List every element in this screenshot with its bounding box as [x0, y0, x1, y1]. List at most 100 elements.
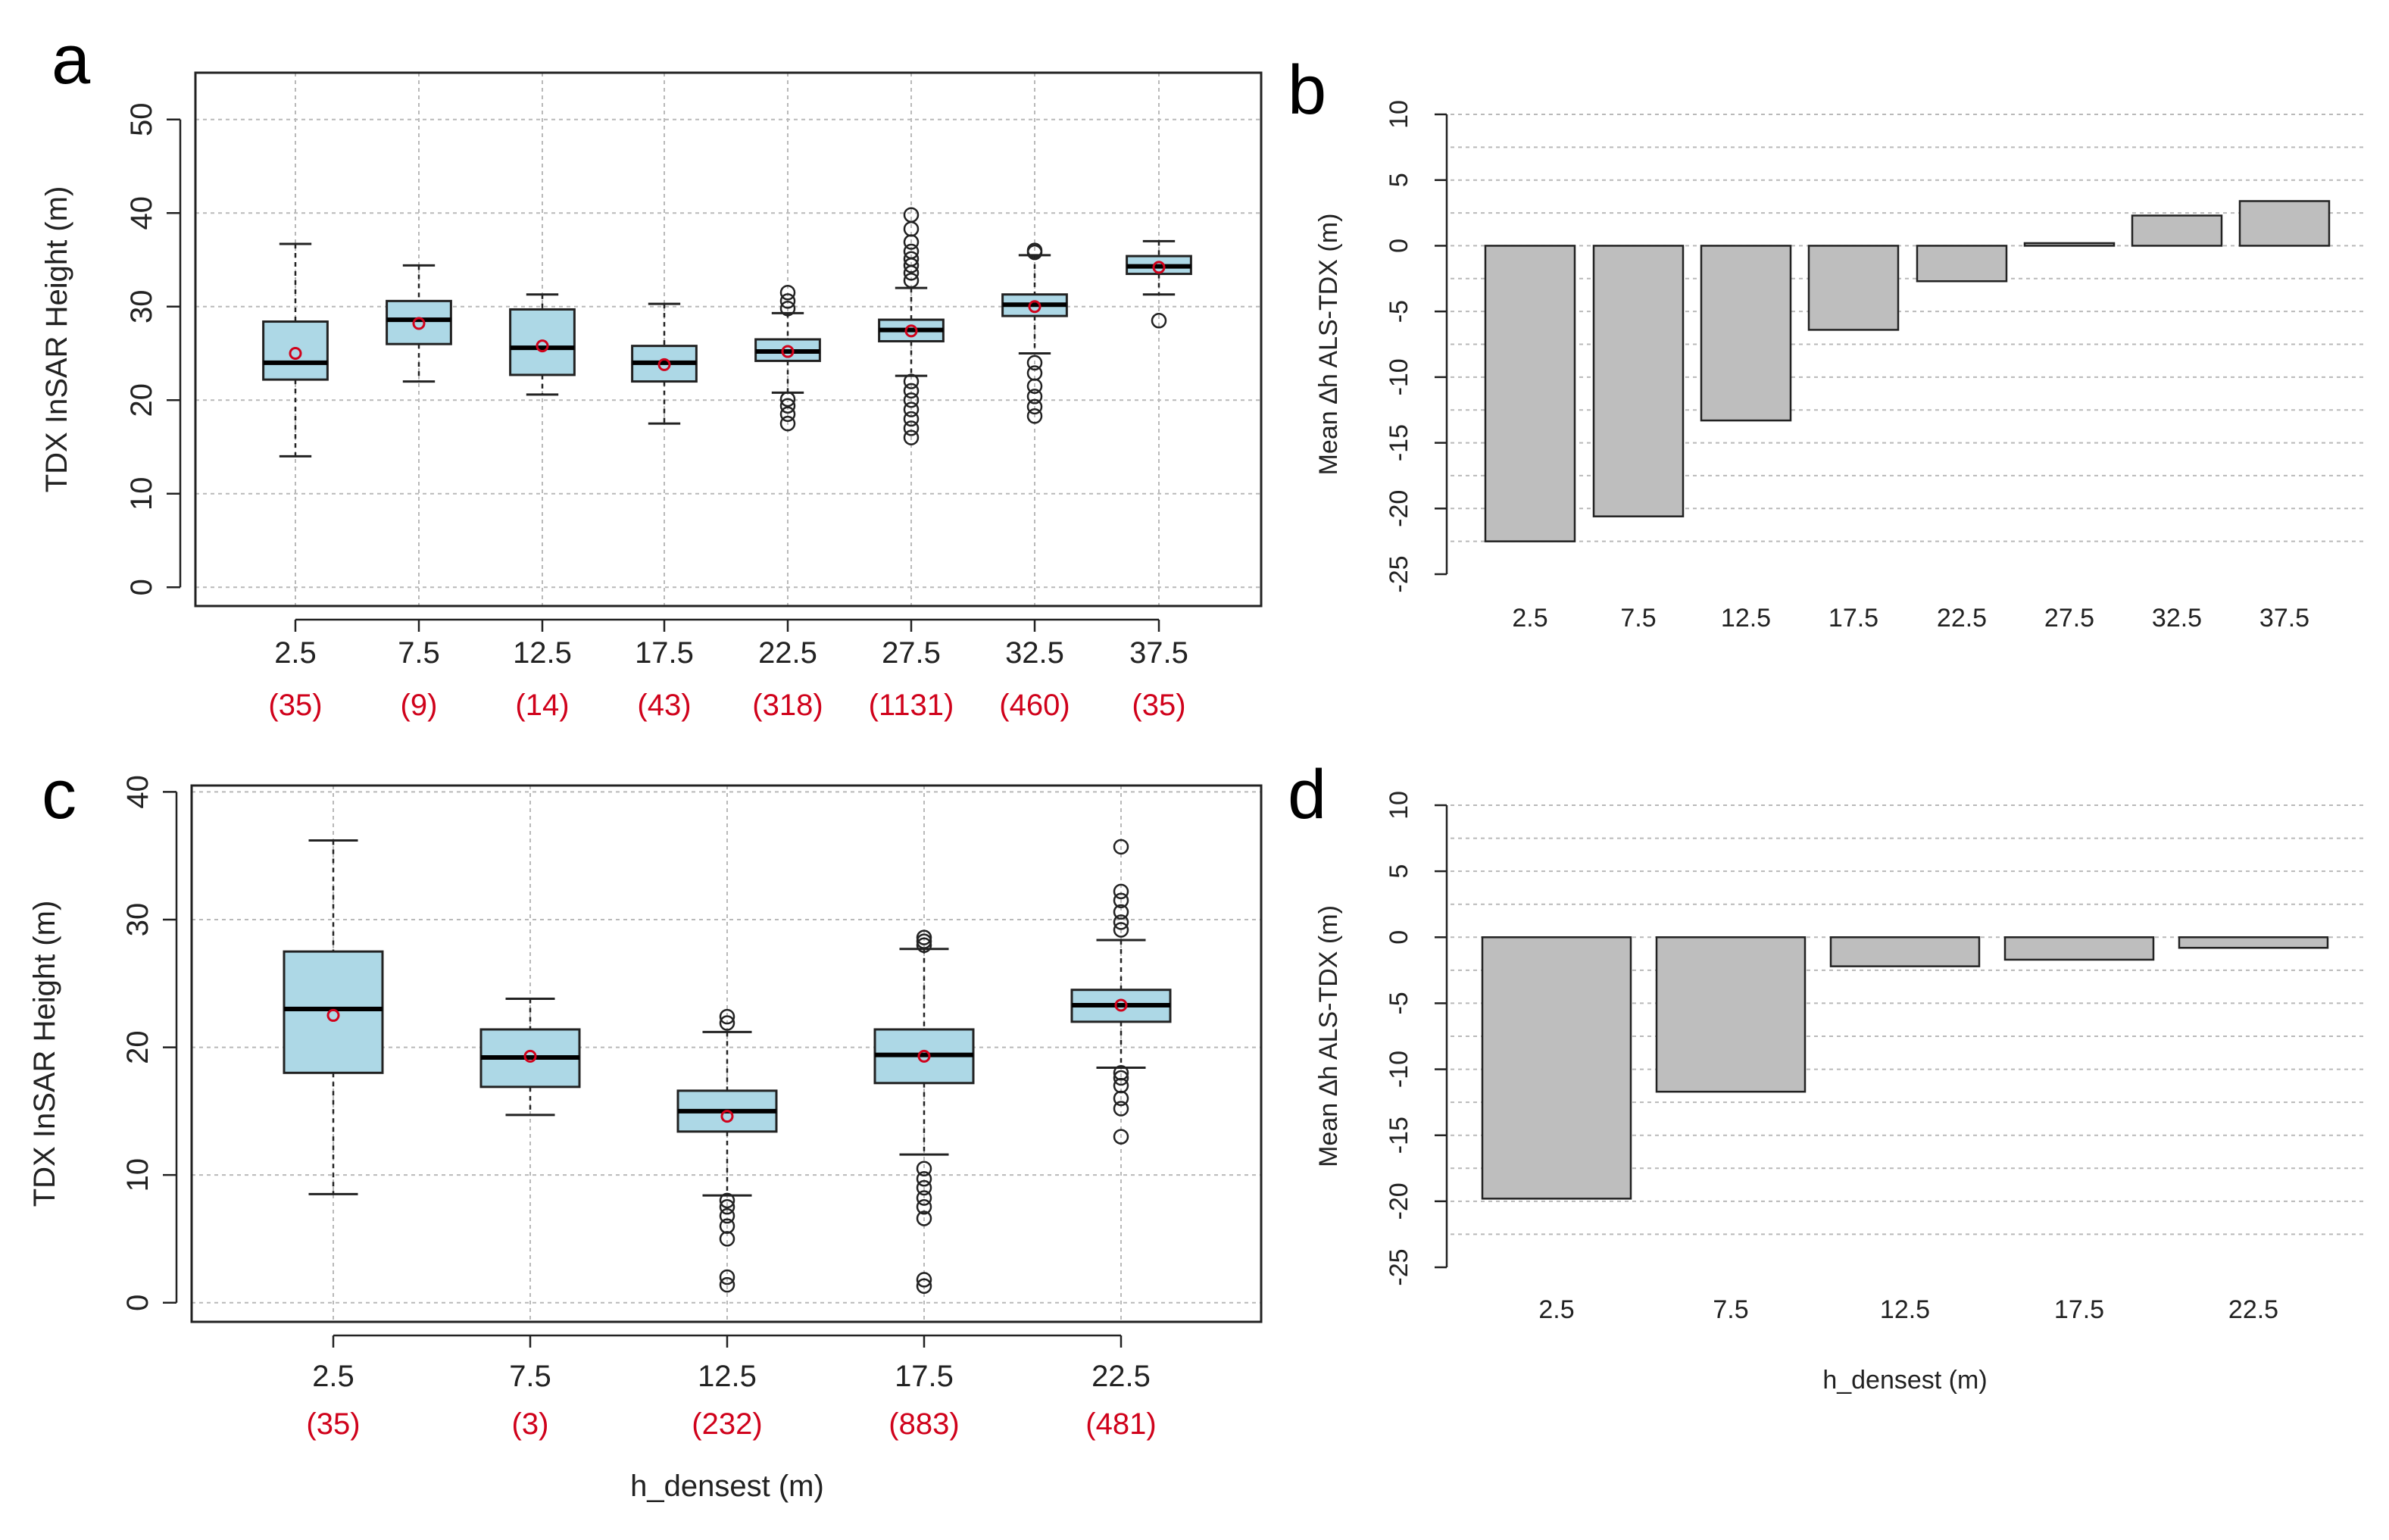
- outlier-point: [903, 272, 920, 289]
- bar-2.5: [1481, 936, 1632, 1200]
- sample-count-label: (481): [1085, 1407, 1156, 1441]
- panel-label-b: b: [1288, 52, 1326, 129]
- outlier-point: [719, 1207, 735, 1224]
- outlier-point: [903, 373, 920, 389]
- x-tick-label: 12.5: [513, 636, 572, 670]
- outlier-point: [916, 1278, 932, 1295]
- bar-37.5: [2238, 200, 2331, 247]
- plot-frame: [190, 784, 1263, 1323]
- chart-b: -25 -20 -15 -10 -5 0 5 10 Mean ∆h ALS-TDX (m) 2.5…: [1314, 100, 2363, 633]
- sample-count-label: (35): [306, 1407, 360, 1441]
- plot-frame: [194, 71, 1263, 608]
- outlier-point: [719, 1015, 735, 1031]
- y-tick-label: 20: [121, 1030, 155, 1064]
- outlier-point: [779, 406, 796, 423]
- bar-17.5: [1807, 245, 1900, 331]
- chart-a: 0 10 20 30 40 50 TDX InSAR Height (m) 2.5 (35) 7.…: [40, 71, 1263, 722]
- y-tick-label: 30: [125, 290, 158, 324]
- outlier-point: [719, 1199, 735, 1215]
- outlier-point: [916, 1199, 932, 1215]
- x-tick-label: 12.5: [698, 1360, 757, 1393]
- y-tick-label: 0: [1385, 239, 1413, 253]
- outlier-point: [1026, 355, 1043, 371]
- outlier-point: [1113, 904, 1129, 920]
- outlier-point: [903, 401, 920, 417]
- bar-22.5: [1916, 245, 2008, 283]
- x-tick-label: 22.5: [2228, 1295, 2278, 1324]
- bar-12.5: [1700, 245, 1792, 422]
- sample-count-label: (43): [637, 689, 691, 722]
- sample-count-label: (35): [1132, 689, 1185, 722]
- sample-count-label: (460): [999, 689, 1070, 722]
- outlier-point: [779, 415, 796, 432]
- outlier-point: [1113, 1129, 1129, 1145]
- mean-marker: [536, 339, 549, 353]
- outlier-point: [903, 251, 920, 267]
- outlier-point: [1113, 922, 1129, 938]
- mean-marker: [289, 347, 302, 361]
- x-tick-label: 7.5: [398, 636, 440, 670]
- outlier-point: [779, 398, 796, 414]
- outlier-point: [903, 392, 920, 408]
- sample-count-label: (9): [401, 689, 438, 722]
- panel-label-c: c: [42, 756, 77, 833]
- outlier-point: [1026, 365, 1043, 381]
- outlier-point: [916, 1170, 932, 1187]
- x-tick-label: 17.5: [635, 636, 694, 670]
- mean-marker: [1028, 300, 1041, 314]
- outlier-point: [779, 284, 796, 301]
- x-tick-label: 27.5: [882, 636, 941, 670]
- mean-marker: [523, 1049, 537, 1063]
- bar-2.5: [1484, 245, 1576, 542]
- y-tick-label: 10: [125, 477, 158, 511]
- y-axis-label: TDX InSAR Height (m): [40, 186, 73, 493]
- x-tick-label: 12.5: [1721, 604, 1771, 633]
- x-tick-label: 17.5: [895, 1360, 954, 1393]
- outlier-point: [1113, 839, 1129, 855]
- y-tick-label: 0: [1385, 930, 1413, 945]
- x-tick-label: 12.5: [1880, 1295, 1930, 1324]
- x-tick-label: 27.5: [2044, 604, 2094, 633]
- outlier-point: [1026, 389, 1043, 405]
- panel-label-d: d: [1288, 756, 1326, 833]
- outlier-point: [916, 1272, 932, 1288]
- outlier-point: [1026, 242, 1043, 258]
- y-tick-label: -15: [1385, 424, 1413, 461]
- x-tick-label: 7.5: [1713, 1295, 1748, 1324]
- bar-32.5: [2131, 214, 2223, 247]
- y-tick-label: 5: [1385, 173, 1413, 187]
- y-tick-label: -5: [1385, 992, 1413, 1014]
- mean-marker: [326, 1008, 340, 1022]
- x-axis-label: h_densest (m): [1822, 1366, 1987, 1395]
- panel-label-a: a: [52, 21, 91, 98]
- y-tick-label: 0: [121, 1295, 155, 1311]
- x-tick-label: 22.5: [758, 636, 817, 670]
- outlier-point: [779, 300, 796, 317]
- box-2.5: [283, 950, 384, 1074]
- outlier-point: [916, 1179, 932, 1196]
- outlier-point: [903, 411, 920, 427]
- y-tick-label: 10: [121, 1158, 155, 1192]
- sample-count-label: (35): [268, 689, 322, 722]
- y-tick-label: 30: [121, 903, 155, 937]
- bar-12.5: [1829, 936, 1981, 967]
- outlier-point: [916, 933, 932, 949]
- y-tick-label: -15: [1385, 1117, 1413, 1154]
- y-tick-label: 10: [1385, 791, 1413, 820]
- y-tick-label: 10: [1385, 100, 1413, 129]
- x-tick-label: 17.5: [2054, 1295, 2104, 1324]
- mean-marker: [657, 358, 671, 371]
- outlier-point: [1026, 408, 1043, 424]
- x-tick-label: 17.5: [1828, 604, 1878, 633]
- y-tick-label: -5: [1385, 300, 1413, 323]
- outlier-point: [903, 430, 920, 445]
- y-tick-label: 40: [125, 196, 158, 230]
- y-axis-label: Mean ∆h ALS-TDX (m): [1314, 905, 1343, 1167]
- outlier-point: [719, 1276, 735, 1293]
- x-tick-label: 32.5: [2152, 604, 2202, 633]
- y-tick-label: 5: [1385, 864, 1413, 879]
- bar-27.5: [2023, 242, 2116, 247]
- x-tick-label: 2.5: [312, 1360, 354, 1393]
- outlier-point: [1113, 914, 1129, 930]
